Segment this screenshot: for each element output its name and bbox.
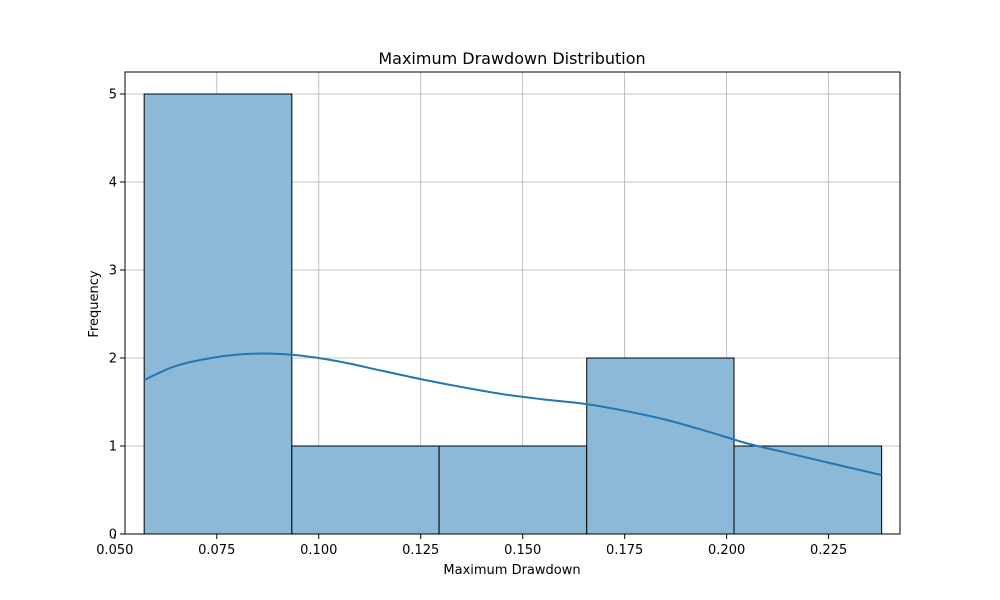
x-axis-label: Maximum Drawdown <box>443 563 580 578</box>
y-tick-label: 2 <box>109 352 117 367</box>
y-axis-ticks: 0 1 2 3 4 5 <box>109 88 125 543</box>
x-tick-label: 0.075 <box>198 543 235 558</box>
x-tick-label: 0.100 <box>300 543 337 558</box>
y-tick-label: 1 <box>109 440 117 455</box>
x-tick-label: 0.200 <box>708 543 745 558</box>
y-tick-label: 5 <box>109 88 117 103</box>
x-tick-label: 0.125 <box>402 543 439 558</box>
histogram-bars <box>143 93 883 535</box>
y-axis-label: Frequency <box>87 270 102 337</box>
histogram-bar-4 <box>586 357 735 535</box>
kde-curve-group <box>143 352 882 477</box>
histogram-bar-5 <box>733 445 883 535</box>
x-axis-ticks: 0.050 0.075 0.100 0.125 0.150 0.175 0.200 0.225 <box>96 534 847 558</box>
histogram-bar-2 <box>291 445 440 535</box>
y-tick-label: 3 <box>109 264 117 279</box>
y-tick-label: 4 <box>109 176 117 191</box>
chart-title: Maximum Drawdown Distribution <box>378 49 645 68</box>
x-tick-label: 0.225 <box>810 543 847 558</box>
histogram-bar-3 <box>438 445 588 535</box>
x-tick-label: 0.150 <box>504 543 541 558</box>
histogram-bar-1 <box>143 93 293 535</box>
x-tick-label: 0.175 <box>606 543 643 558</box>
plot-frame <box>124 71 901 535</box>
kde-curve <box>143 352 882 477</box>
y-tick-label: 0 <box>109 528 117 543</box>
x-tick-label: 0.050 <box>96 543 133 558</box>
